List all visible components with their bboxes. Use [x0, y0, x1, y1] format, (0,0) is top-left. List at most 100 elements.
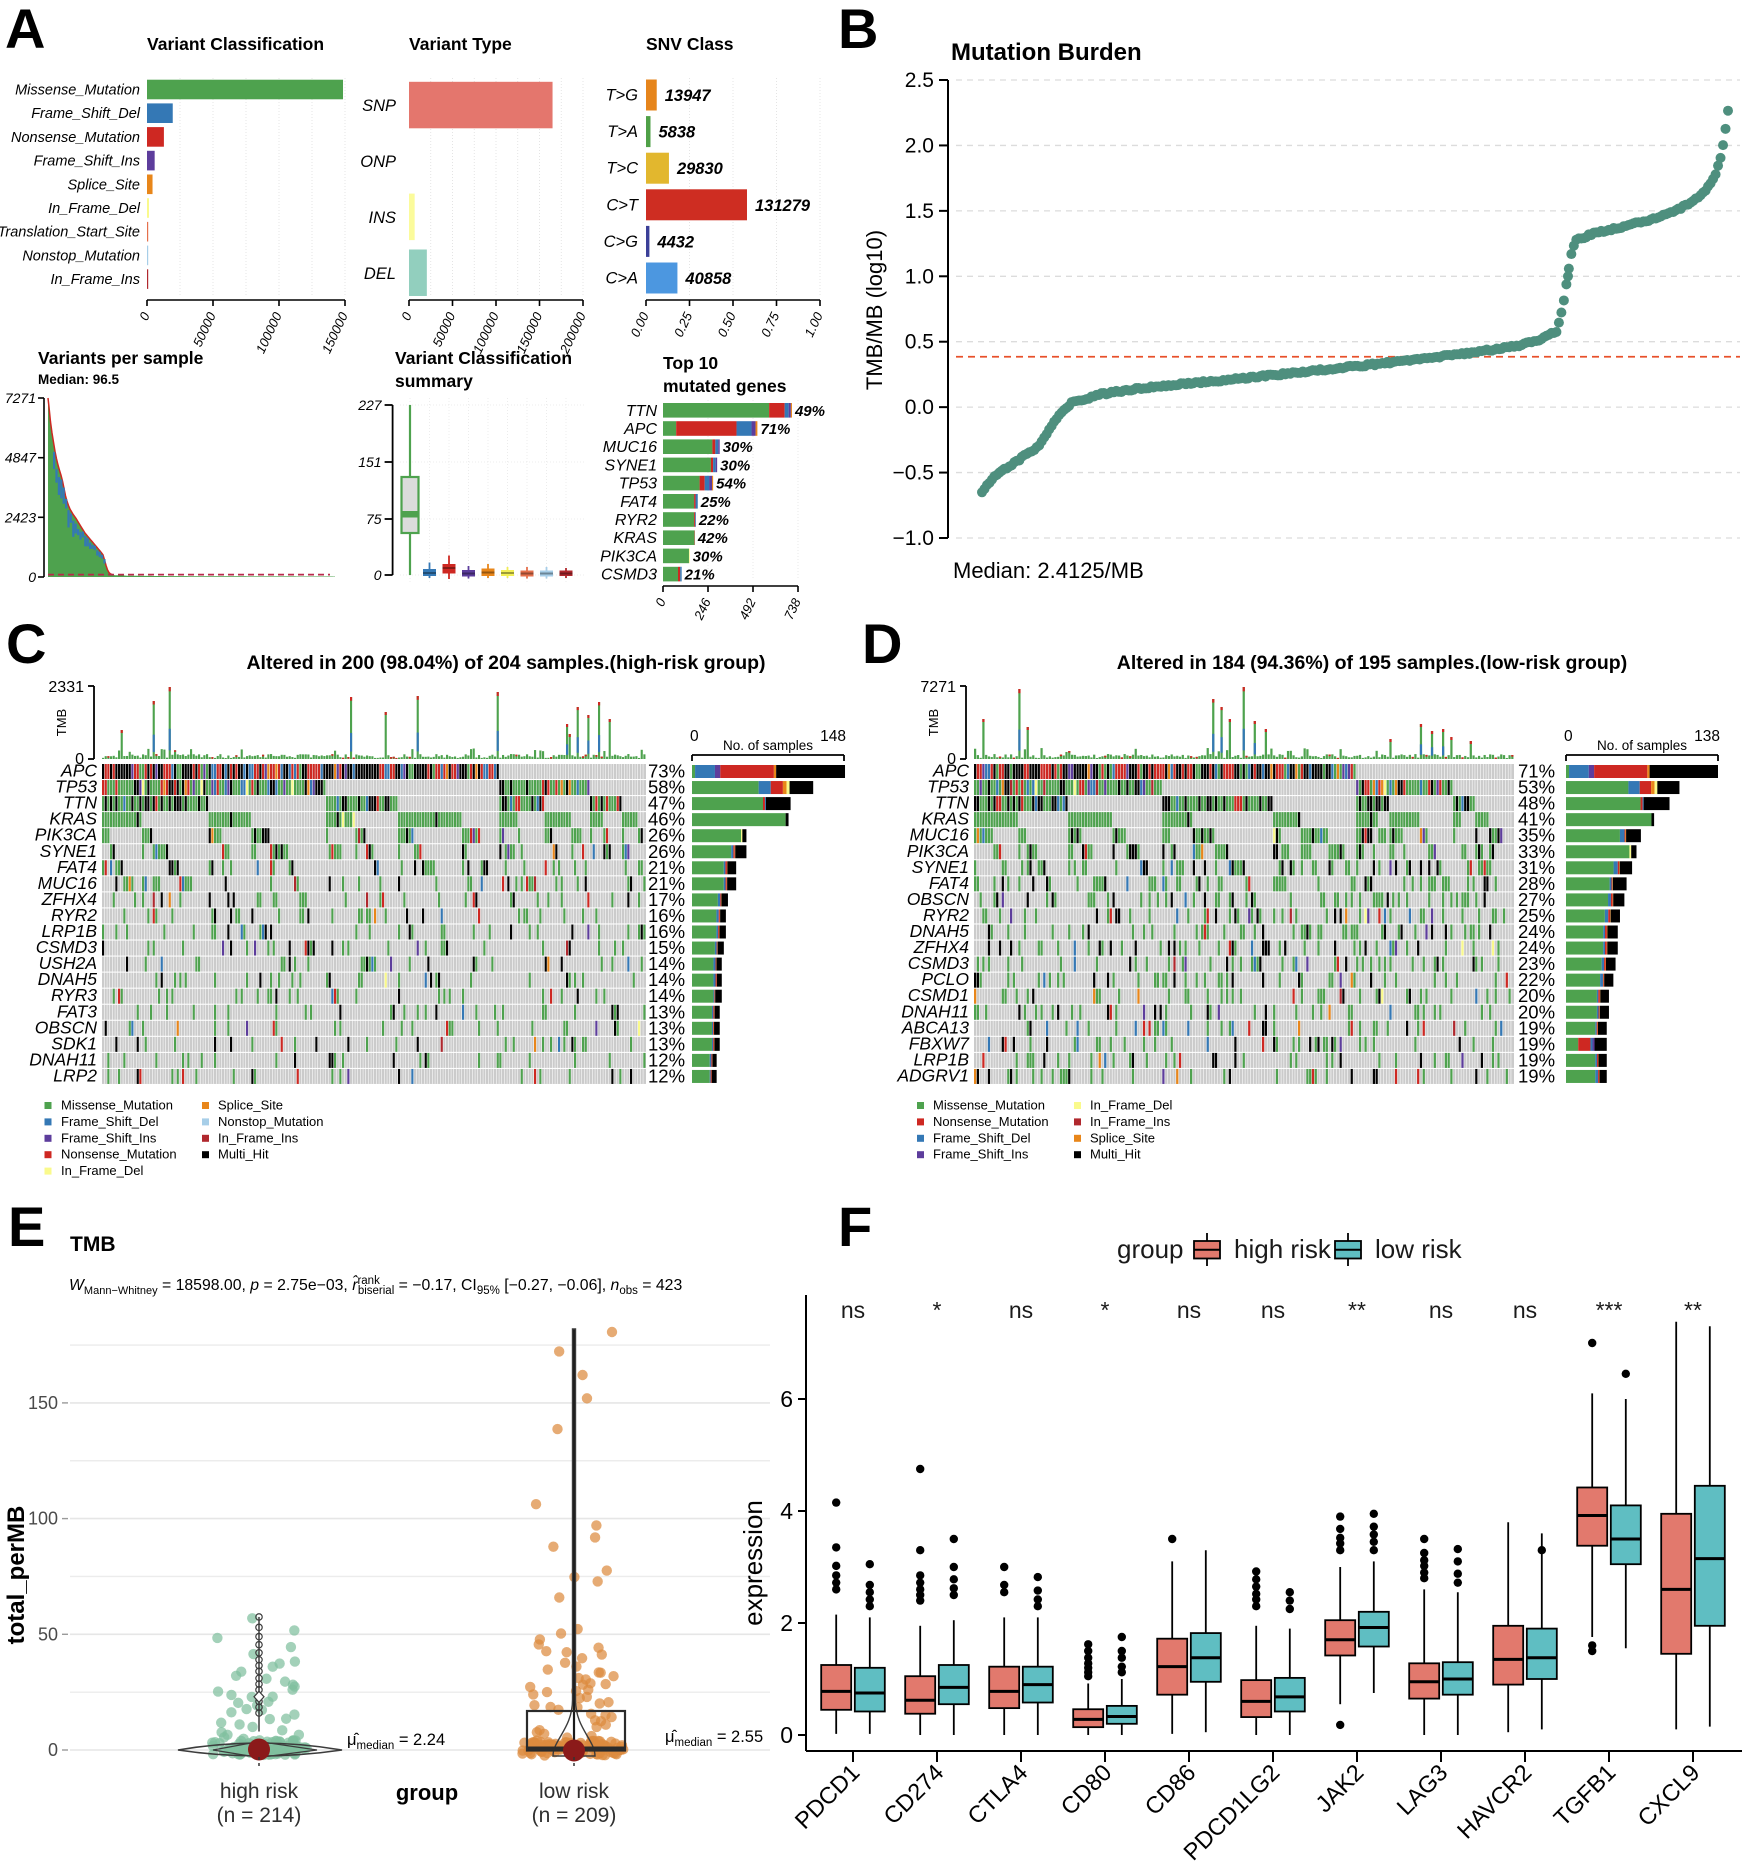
svg-text:high risk: high risk [1234, 1234, 1332, 1264]
svg-text:1.5: 1.5 [905, 200, 934, 223]
svg-text:TMB: TMB [70, 1233, 116, 1256]
svg-text:INS: INS [368, 209, 396, 227]
svg-text:D: D [862, 612, 902, 675]
svg-text:B: B [838, 0, 878, 60]
svg-text:Splice_Site: Splice_Site [218, 1098, 283, 1113]
svg-text:−0.5: −0.5 [893, 462, 934, 485]
svg-text:A: A [5, 0, 45, 60]
svg-text:25%: 25% [700, 494, 731, 511]
svg-text:30%: 30% [693, 548, 723, 565]
svg-text:ns: ns [1261, 1297, 1285, 1323]
svg-text:ns: ns [1177, 1297, 1201, 1323]
svg-text:138: 138 [1694, 728, 1720, 745]
svg-text:0: 0 [1564, 728, 1573, 745]
svg-text:Nonsense_Mutation: Nonsense_Mutation [61, 1147, 177, 1162]
svg-text:Frame_Shift_Ins: Frame_Shift_Ins [34, 154, 140, 170]
svg-text:227: 227 [357, 397, 383, 413]
svg-text:CD80: CD80 [1056, 1759, 1117, 1820]
svg-text:TTN: TTN [626, 403, 658, 420]
svg-text:1.0: 1.0 [905, 265, 934, 288]
svg-text:150000: 150000 [319, 309, 351, 355]
svg-text:ADGRV1: ADGRV1 [896, 1065, 969, 1085]
svg-text:29830: 29830 [676, 160, 724, 178]
svg-text:2423: 2423 [4, 509, 36, 525]
svg-text:Frame_Shift_Del: Frame_Shift_Del [933, 1130, 1031, 1145]
svg-text:JAK2: JAK2 [1310, 1759, 1368, 1817]
svg-text:Median: 2.4125/MB: Median: 2.4125/MB [953, 558, 1144, 583]
svg-text:54%: 54% [716, 476, 746, 493]
svg-text:150: 150 [28, 1393, 58, 1413]
svg-text:0.75: 0.75 [758, 309, 783, 339]
svg-text:TMB/MB (log10): TMB/MB (log10) [862, 230, 887, 390]
svg-text:7271: 7271 [920, 679, 956, 696]
svg-text:In_Frame_Ins: In_Frame_Ins [218, 1130, 299, 1145]
svg-text:In_Frame_Del: In_Frame_Del [48, 201, 141, 217]
svg-text:50000: 50000 [190, 309, 219, 349]
svg-text:mutated genes: mutated genes [663, 376, 787, 396]
svg-text:Nonstop_Mutation: Nonstop_Mutation [218, 1114, 324, 1129]
svg-text:492: 492 [736, 595, 759, 622]
svg-text:100000: 100000 [253, 309, 285, 355]
svg-text:ns: ns [1513, 1297, 1537, 1323]
svg-text:12%: 12% [648, 1065, 685, 1086]
svg-text:40858: 40858 [684, 270, 732, 288]
svg-text:CD274: CD274 [878, 1759, 948, 1829]
svg-text:low risk: low risk [1375, 1234, 1463, 1264]
svg-text:CD86: CD86 [1140, 1759, 1201, 1820]
svg-text:TMB: TMB [926, 709, 941, 736]
svg-text:Variant Classification: Variant Classification [147, 34, 324, 54]
svg-text:4432: 4432 [656, 233, 694, 251]
svg-text:0.00: 0.00 [627, 309, 652, 339]
svg-text:Variant Classification: Variant Classification [395, 348, 572, 368]
svg-text:75: 75 [366, 511, 382, 527]
svg-text:148: 148 [820, 728, 846, 745]
svg-text:0.5: 0.5 [905, 331, 934, 354]
svg-text:Nonsense_Mutation: Nonsense_Mutation [11, 130, 140, 146]
svg-text:low risk: low risk [539, 1780, 610, 1803]
svg-text:13947: 13947 [665, 87, 712, 105]
svg-text:In_Frame_Del: In_Frame_Del [1090, 1098, 1172, 1113]
svg-text:(n = 214): (n = 214) [217, 1804, 302, 1827]
svg-text:total_perMB: total_perMB [3, 1506, 30, 1645]
svg-text:151: 151 [358, 454, 381, 470]
svg-text:expression: expression [738, 1500, 768, 1626]
svg-text:*: * [933, 1297, 942, 1323]
svg-text:4847: 4847 [5, 450, 37, 466]
svg-text:CXCL9: CXCL9 [1633, 1759, 1705, 1831]
svg-text:summary: summary [395, 371, 473, 391]
svg-text:ns: ns [1429, 1297, 1453, 1323]
svg-text:2.5: 2.5 [905, 69, 934, 92]
svg-text:TP53: TP53 [619, 476, 657, 493]
svg-text:738: 738 [781, 595, 804, 622]
svg-text:2331: 2331 [48, 679, 84, 696]
svg-text:In_Frame_Ins: In_Frame_Ins [51, 272, 140, 288]
svg-text:ns: ns [841, 1297, 865, 1323]
svg-text:246: 246 [691, 595, 715, 623]
svg-text:−1.0: −1.0 [893, 527, 934, 550]
svg-text:C>T: C>T [606, 196, 640, 214]
svg-text:Top 10: Top 10 [663, 353, 718, 373]
svg-text:Translation_Start_Site: Translation_Start_Site [0, 225, 140, 241]
svg-text:T>G: T>G [605, 87, 638, 105]
svg-text:No. of samples: No. of samples [723, 738, 813, 753]
svg-text:Multi_Hit: Multi_Hit [218, 1147, 269, 1162]
svg-text:SYNE1: SYNE1 [605, 457, 657, 474]
svg-text:C: C [6, 612, 46, 675]
svg-text:TGFB1: TGFB1 [1549, 1759, 1621, 1831]
svg-text:**: ** [1348, 1297, 1366, 1323]
svg-text:In_Frame_Del: In_Frame_Del [61, 1163, 143, 1178]
svg-text:Mutation Burden: Mutation Burden [951, 39, 1142, 66]
svg-text:PIK3CA: PIK3CA [600, 548, 657, 565]
svg-text:Median: 96.5: Median: 96.5 [38, 372, 120, 387]
svg-text:0.50: 0.50 [714, 309, 739, 339]
svg-text:PDCD1: PDCD1 [790, 1759, 865, 1834]
svg-text:FAT4: FAT4 [620, 494, 657, 511]
svg-text:Frame_Shift_Ins: Frame_Shift_Ins [61, 1130, 157, 1145]
svg-text:Frame_Shift_Del: Frame_Shift_Del [31, 106, 141, 122]
svg-text:E: E [8, 1195, 45, 1258]
svg-text:T>C: T>C [606, 160, 638, 178]
svg-text:DEL: DEL [364, 265, 396, 283]
svg-text:high risk: high risk [220, 1780, 299, 1803]
svg-text:2.0: 2.0 [905, 134, 934, 157]
svg-text:Frame_Shift_Ins: Frame_Shift_Ins [933, 1147, 1029, 1162]
